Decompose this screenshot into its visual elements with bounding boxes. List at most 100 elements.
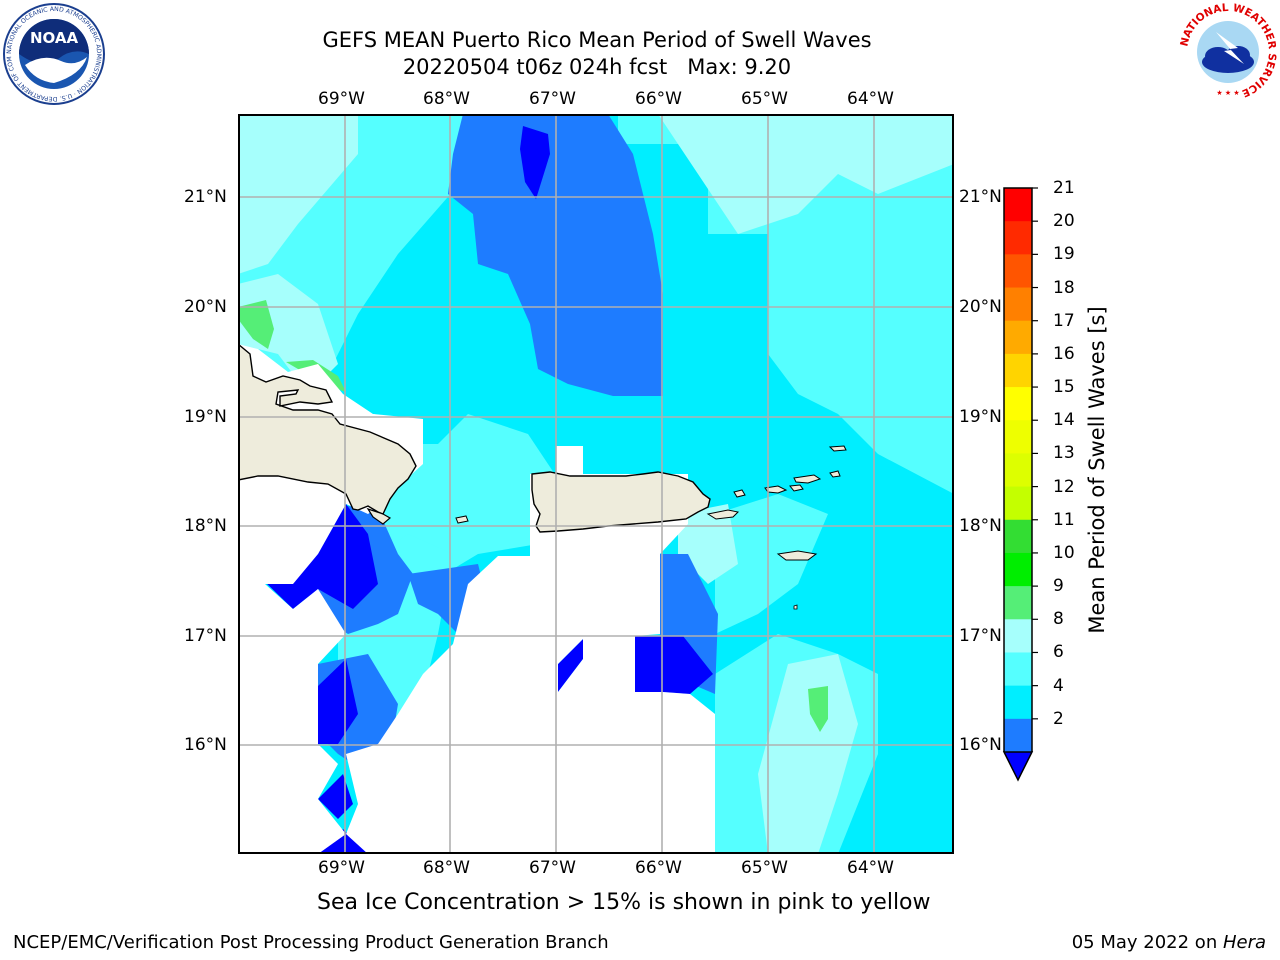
lon-label-bottom: 68°W [423,858,470,878]
colorbar-tick-label: 19 [1053,244,1075,265]
field-under2s [318,659,358,744]
field-8s [715,494,828,634]
hispaniola-coast [366,507,392,525]
colorbar-tick-label: 11 [1053,509,1075,530]
colorbar-tick-label: 21 [1053,178,1075,198]
lat-label-right: 16°N [959,735,1002,755]
colorbar-block [1004,420,1032,454]
lon-label-top: 65°W [741,89,788,109]
colorbar-tick-label: 20 [1053,211,1075,232]
colorbar-block [1004,586,1032,620]
footer-left: NCEP/EMC/Verification Post Processing Pr… [13,932,609,953]
map-plot [238,114,954,854]
colorbar-block [1004,685,1032,720]
map-subtitle: 20220504 t06z 024h fcst Max: 9.20 [402,55,792,79]
st-john-island [789,484,804,492]
lon-label-bottom: 64°W [847,858,894,878]
lat-label-left: 21°N [184,187,227,207]
colorbar-tick-label: 4 [1053,675,1064,696]
colorbar-frame [1003,187,1033,752]
colorbar-tick-label: 10 [1053,542,1075,563]
svg-text:★ ★ ★: ★ ★ ★ [1216,89,1239,97]
colorbar-block [1004,188,1032,222]
colorbar-tick-label: 14 [1053,410,1075,431]
colorbar-tick-label: 18 [1053,277,1075,298]
virgin-gorda-island [829,470,841,478]
field-under2s [318,829,368,854]
no-data-region [346,556,556,854]
colorbar-block [1004,619,1032,653]
field-10s [808,686,828,732]
lat-label-right: 17°N [959,626,1002,646]
tortola-island [793,474,822,484]
colorbar-block [1004,718,1032,753]
colorbar-tick-label: 6 [1053,642,1064,663]
colorbar-tick-label: 8 [1053,609,1064,630]
map-title: GEFS MEAN Puerto Rico Mean Period of Swe… [322,28,872,52]
hispaniola-land [238,343,417,515]
no-data-region [583,556,715,854]
lat-label-right: 18°N [959,516,1002,536]
footer-date: 05 May 2022 on [1071,932,1223,953]
no-data-region [238,484,346,854]
colorbar-block [1004,254,1032,289]
lon-label-top: 66°W [635,89,682,109]
colorbar-block [1004,387,1032,421]
colorbar-block [1004,552,1032,587]
colorbar-block [1004,519,1032,554]
field-9s [658,114,954,234]
lat-label-left: 20°N [184,297,227,317]
colorbar-block [1004,486,1032,521]
saona-island [455,515,469,524]
footer-right: 05 May 2022 on Hera [1072,932,1266,953]
lat-label-left: 18°N [184,516,227,536]
colorbar-block [1004,353,1032,388]
lat-label-left: 17°N [184,626,227,646]
map-frame [238,114,954,854]
colorbar-block [1004,221,1032,255]
field-9s [238,114,358,274]
lat-label-left: 19°N [184,407,227,427]
noaa-logo-text: NOAA [30,29,79,47]
colorbar [1002,187,1038,782]
lat-label-left: 16°N [184,735,227,755]
lon-label-bottom: 67°W [529,858,576,878]
colorbar-tick-label: 2 [1053,708,1064,729]
colorbar-block [1004,453,1032,488]
sea-ice-note: Sea Ice Concentration > 15% is shown in … [317,890,931,915]
colorbar-label: Mean Period of Swell Waves [s] [1085,306,1109,634]
colorbar-tick-label: 9 [1053,576,1064,597]
noaa-logo-graphic: NATIONAL OCEANIC AND ATMOSPHERIC ADMINIS… [0,0,105,105]
vieques-island [706,509,740,520]
graticule [238,114,954,854]
lon-label-top: 68°W [423,89,470,109]
lat-label-right: 19°N [959,407,1002,427]
field-under2s [558,639,583,692]
colorbar-block [1004,320,1032,355]
colorbar-under-triangle [1002,751,1034,782]
footer-machine: Hera [1222,932,1266,953]
colorbar-tick-label: 16 [1053,343,1075,364]
colorbar-tick-label: 17 [1053,310,1075,331]
nws-logo-graphic: NATIONAL WEATHER SERVICE ★ ★ ★ [1178,2,1278,100]
lon-label-top: 69°W [318,89,365,109]
small-island [793,604,798,610]
nws-logo: NATIONAL WEATHER SERVICE ★ ★ ★ [1178,2,1278,102]
anegada-island [828,445,847,452]
lat-label-right: 20°N [959,297,1002,317]
colorbar-block [1004,287,1032,322]
lon-label-bottom: 65°W [741,858,788,878]
field-9s [758,654,858,854]
lat-label-right: 21°N [959,187,1002,207]
noaa-logo: NATIONAL OCEANIC AND ATMOSPHERIC ADMINIS… [0,0,105,105]
lon-label-bottom: 69°W [318,858,365,878]
lon-label-bottom: 66°W [635,858,682,878]
colorbar-block [1004,652,1032,687]
colorbar-tick-label: 13 [1053,443,1075,464]
culebra-island [733,489,746,498]
st-croix-island [776,550,818,561]
colorbar-tick-label: 12 [1053,476,1075,497]
lon-label-top: 64°W [847,89,894,109]
lon-label-top: 67°W [529,89,576,109]
field-under2s [520,126,550,199]
